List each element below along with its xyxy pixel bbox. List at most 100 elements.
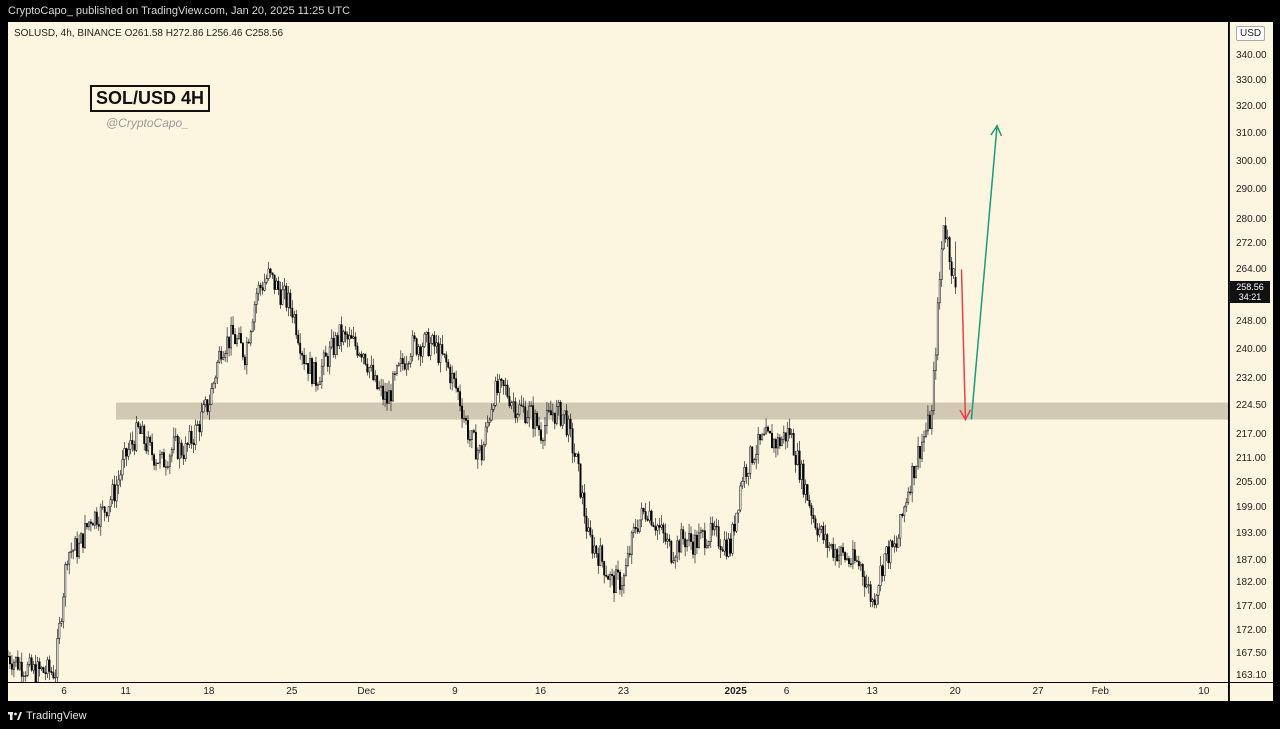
candle: [70, 542, 73, 559]
candle: [816, 522, 819, 542]
candle: [709, 516, 712, 549]
candle-body: [851, 549, 854, 565]
candle-body: [682, 529, 685, 540]
currency-label[interactable]: USD: [1236, 26, 1266, 41]
price-tick-label: 264.00: [1236, 263, 1267, 275]
candle: [95, 507, 98, 529]
candle-body: [567, 418, 570, 436]
candle-body: [322, 352, 325, 367]
candle-body: [224, 353, 227, 358]
candle: [76, 531, 79, 564]
candle: [796, 442, 799, 466]
candle-body: [954, 277, 957, 288]
candle: [713, 520, 716, 536]
candle-body: [161, 452, 163, 455]
candle-body: [885, 546, 888, 555]
candle-body: [84, 523, 86, 548]
last-price-badge: 258.56 34:21: [1230, 281, 1270, 304]
candle: [241, 341, 244, 361]
candle-body: [346, 334, 349, 340]
candle: [299, 333, 302, 360]
candle: [516, 413, 519, 423]
candle: [571, 422, 574, 464]
candle: [563, 410, 566, 424]
price-axis[interactable]: USD 163.10 167.50 172.00 177.00 182.00 187.00…: [1229, 22, 1273, 682]
candle-body: [125, 448, 128, 457]
chart-area[interactable]: SOLUSD, 4h, BINANCE O261.58 H272.86 L256…: [8, 22, 1228, 682]
candle-body: [524, 406, 527, 424]
candle: [615, 565, 617, 594]
candle-body: [676, 540, 679, 558]
candle-body: [427, 332, 430, 356]
candle-body: [307, 362, 310, 374]
candle-body: [761, 434, 764, 441]
bear-projection-arrow[interactable]: [959, 269, 972, 422]
candle: [832, 537, 835, 562]
time-axis[interactable]: 6 11 18 25 Dec 9 16 23 2025 6 13 20 27 Feb 10: [8, 683, 1228, 701]
bull-projection-arrow[interactable]: [970, 124, 1003, 420]
candle-body: [149, 436, 152, 443]
candle: [34, 655, 37, 682]
support-zone[interactable]: [116, 402, 1228, 420]
candle-body: [176, 435, 179, 459]
candle: [767, 425, 769, 433]
candle: [865, 574, 868, 589]
candle-body: [241, 342, 244, 358]
candle-body: [429, 343, 432, 356]
candle-body: [502, 380, 505, 387]
price-tick-label: 290.00: [1236, 184, 1267, 196]
candle: [664, 523, 667, 545]
candle-body: [940, 248, 943, 280]
candle: [575, 453, 578, 457]
candle: [875, 593, 878, 609]
candle: [534, 409, 537, 437]
candle-body: [12, 661, 15, 670]
candle: [392, 371, 394, 402]
candle: [759, 434, 762, 445]
candle-body: [86, 523, 88, 528]
candle-body: [261, 287, 264, 291]
candle-body: [399, 358, 402, 365]
candle: [540, 422, 542, 444]
candle-body: [490, 409, 493, 421]
candle-body: [853, 549, 856, 561]
candle-body: [89, 521, 92, 524]
candle-body: [9, 656, 11, 665]
candle: [332, 331, 335, 358]
candle-body: [24, 675, 27, 677]
candle: [613, 570, 615, 602]
candle-body: [603, 561, 606, 576]
candle: [591, 529, 594, 559]
candle: [143, 424, 146, 451]
candle-body: [476, 449, 479, 460]
candle-body: [87, 521, 90, 528]
price-tick-label: 182.00: [1236, 577, 1267, 589]
candle: [32, 660, 35, 674]
candlestick-chart[interactable]: [8, 22, 1228, 682]
candle: [686, 539, 689, 552]
candle: [388, 380, 390, 404]
candle: [342, 329, 345, 346]
candle: [139, 423, 142, 434]
candle: [322, 349, 325, 376]
candle: [315, 356, 317, 392]
candle-body: [773, 439, 775, 449]
candle-body: [583, 492, 586, 517]
bar-countdown: 34:21: [1238, 292, 1262, 303]
candle-body: [528, 405, 531, 418]
candle: [711, 516, 714, 536]
candle-body: [459, 391, 462, 407]
candle-body: [763, 433, 766, 436]
candle-body: [139, 426, 142, 434]
candle: [800, 460, 803, 490]
candle: [397, 362, 400, 367]
candle: [411, 330, 414, 362]
candle: [240, 326, 242, 344]
candle: [611, 568, 614, 586]
candle: [105, 511, 108, 518]
candle-body: [930, 410, 933, 429]
candle-body: [545, 410, 548, 426]
candle: [903, 505, 906, 523]
candle: [928, 410, 931, 430]
candle: [753, 457, 756, 465]
